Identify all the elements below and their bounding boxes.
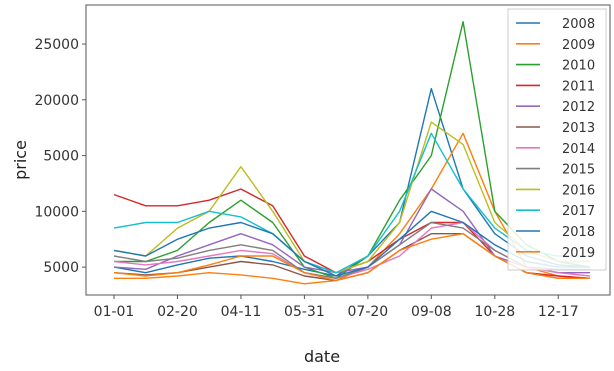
x-tick-label: 02-20 xyxy=(157,304,198,320)
legend-label-2016: 2016 xyxy=(562,183,595,198)
legend-label-2015: 2015 xyxy=(562,163,595,178)
x-axis-ticks: 01-01 02-20 04-11 05-31 07-20 09-08 10-28 12-17 xyxy=(94,295,579,320)
legend-label-2010: 2010 xyxy=(562,59,595,74)
legend-label-2014: 2014 xyxy=(562,142,595,157)
legend-label-2012: 2012 xyxy=(562,100,595,115)
y-tick-label: 5000 xyxy=(43,149,79,165)
x-tick-label: 05-31 xyxy=(284,304,325,320)
x-tick-label: 01-01 xyxy=(94,304,135,320)
y-tick-label: 5000 xyxy=(43,260,79,276)
legend-box xyxy=(507,8,607,271)
x-tick-label: 09-08 xyxy=(411,304,452,320)
x-tick-label: 04-11 xyxy=(221,304,262,320)
legend-label-2019: 2019 xyxy=(562,246,595,261)
x-tick-label: 07-20 xyxy=(348,304,389,320)
y-tick-label: 25000 xyxy=(34,37,79,53)
x-tick-label: 10-28 xyxy=(474,304,515,320)
y-tick-label: 20000 xyxy=(34,93,79,109)
x-tick-label: 12-17 xyxy=(538,304,579,320)
legend-label-2013: 2013 xyxy=(562,121,595,136)
legend-label-2011: 2011 xyxy=(562,79,595,94)
y-axis-label: price xyxy=(11,140,30,180)
legend-label-2008: 2008 xyxy=(562,17,595,32)
legend-label-2017: 2017 xyxy=(562,204,595,219)
y-axis-ticks: 5000 10000 5000 20000 25000 xyxy=(34,37,86,276)
x-axis-label: date xyxy=(304,347,340,366)
y-tick-label: 10000 xyxy=(34,204,79,220)
legend-label-2009: 2009 xyxy=(562,38,595,53)
plot-frame xyxy=(85,4,611,296)
legend: 2008 2009 2010 2011 2012 2013 2014 2015 2016 2017… xyxy=(507,8,607,271)
legend-label-2018: 2018 xyxy=(562,225,595,240)
